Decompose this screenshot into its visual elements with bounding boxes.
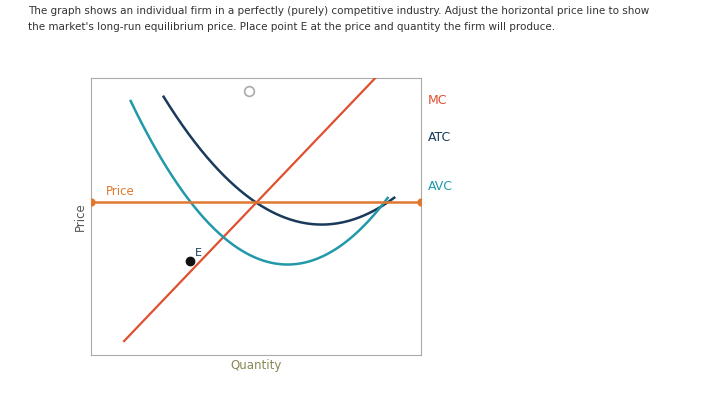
Text: ATC: ATC [428, 131, 451, 144]
Text: the market's long-run equilibrium price. Place point E at the price and quantity: the market's long-run equilibrium price.… [28, 22, 555, 33]
Text: Price: Price [106, 185, 135, 198]
Y-axis label: Price: Price [74, 202, 87, 231]
Text: E: E [195, 248, 202, 257]
Text: The graph shows an individual firm in a perfectly (purely) competitive industry.: The graph shows an individual firm in a … [28, 6, 649, 16]
X-axis label: Quantity: Quantity [230, 359, 282, 372]
Text: AVC: AVC [428, 180, 453, 193]
Text: MC: MC [428, 94, 447, 107]
